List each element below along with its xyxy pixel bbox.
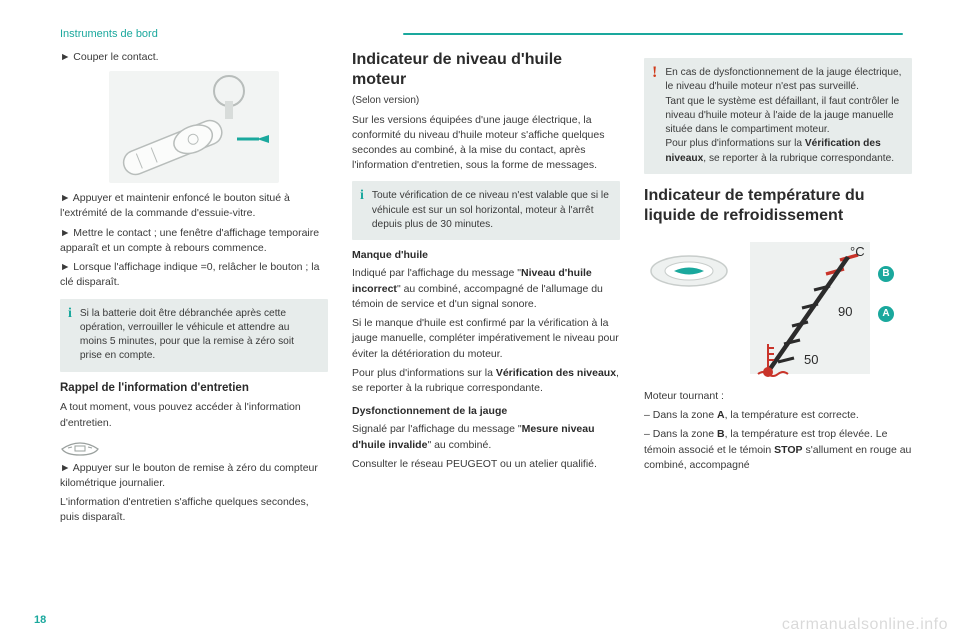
column-2: Indicateur de niveau d'huile moteur (Sel… bbox=[352, 50, 620, 530]
manual-page: Instruments de bord ► Couper le contact. bbox=[0, 0, 960, 640]
column-1: ► Couper le contact. ► Appu bbox=[60, 50, 328, 530]
info-icon: i bbox=[68, 307, 72, 364]
text-fragment: – Dans la zone bbox=[644, 409, 717, 421]
info-note-text: Toute vérification de ce niveau n'est va… bbox=[372, 189, 610, 232]
bold-term: Vérification des niveaux bbox=[496, 367, 616, 379]
text-fragment: Pour plus d'informations sur la bbox=[665, 138, 805, 149]
gauge-marker-b: B bbox=[878, 266, 894, 282]
text-fragment: " au combiné. bbox=[427, 439, 491, 451]
subtitle: (Selon version) bbox=[352, 94, 620, 109]
body-text: Pour plus d'informations sur la Vérifica… bbox=[352, 366, 620, 396]
instruction-line: ► Lorsque l'affichage indique =0, relâch… bbox=[60, 260, 328, 290]
subheading: Dysfonctionnement de la jauge bbox=[352, 404, 620, 419]
subheading: Rappel de l'information d'entretien bbox=[60, 380, 328, 397]
text-fragment: – Dans la zone bbox=[644, 428, 717, 440]
coolant-gauge-figure: °C 90 50 B A bbox=[644, 236, 894, 381]
instruction-line: ► Couper le contact. bbox=[60, 50, 328, 65]
text-fragment: En cas de dysfonctionnement de la jauge … bbox=[665, 67, 901, 92]
warning-note-text: En cas de dysfonctionnement de la jauge … bbox=[665, 66, 902, 166]
bold-term: STOP bbox=[774, 444, 802, 456]
section-label: Instruments de bord bbox=[60, 28, 158, 40]
text-fragment: Signalé par l'affichage du message " bbox=[352, 423, 522, 435]
gauge-marker-a: A bbox=[878, 306, 894, 322]
instruction-line: ► Appuyer et maintenir enfoncé le bouton… bbox=[60, 191, 328, 221]
watermark: carmanualsonline.info bbox=[782, 616, 948, 634]
body-text: Indiqué par l'affichage du message "Nive… bbox=[352, 266, 620, 312]
warning-note: ! En cas de dysfonctionnement de la jaug… bbox=[644, 58, 912, 174]
bold-term: A bbox=[717, 409, 725, 421]
heading: Indicateur de température du liquide de … bbox=[644, 186, 912, 226]
info-note: i Toute vérification de ce niveau n'est … bbox=[352, 181, 620, 240]
instruction-line: ► Mettre le contact ; une fenêtre d'affi… bbox=[60, 226, 328, 256]
svg-text:90: 90 bbox=[838, 304, 852, 319]
column-3: ! En cas de dysfonctionnement de la jaug… bbox=[644, 50, 912, 530]
body-text: – Dans la zone A, la température est cor… bbox=[644, 408, 912, 423]
text-fragment: Pour plus d'informations sur la bbox=[352, 367, 496, 379]
subheading: Manque d'huile bbox=[352, 248, 620, 263]
body-text: Sur les versions équipées d'une jauge él… bbox=[352, 113, 620, 174]
header-divider bbox=[403, 33, 903, 36]
body-text: – Dans la zone B, la température est tro… bbox=[644, 427, 912, 473]
body-text: Signalé par l'affichage du message "Mesu… bbox=[352, 422, 620, 452]
info-note: i Si la batterie doit être débranchée ap… bbox=[60, 299, 328, 372]
body-text: Consulter le réseau PEUGEOT ou un atelie… bbox=[352, 457, 620, 472]
text-fragment: Tant que le système est défaillant, il f… bbox=[665, 96, 899, 136]
svg-text:°C: °C bbox=[850, 244, 865, 259]
text-fragment: , la température est correcte. bbox=[725, 409, 859, 421]
content-columns: ► Couper le contact. ► Appu bbox=[60, 50, 912, 530]
info-note-text: Si la batterie doit être débranchée aprè… bbox=[80, 307, 318, 364]
text-fragment: , se reporter à la rubrique correspondan… bbox=[703, 153, 894, 164]
svg-text:50: 50 bbox=[804, 352, 818, 367]
page-number: 18 bbox=[34, 614, 46, 626]
text-fragment: Indiqué par l'affichage du message " bbox=[352, 267, 521, 279]
heading: Indicateur de niveau d'huile moteur bbox=[352, 50, 620, 90]
dashboard-icon bbox=[60, 435, 100, 457]
instruction-line: ► Appuyer sur le bouton de remise à zéro… bbox=[60, 461, 328, 491]
wiper-stalk-figure bbox=[109, 71, 279, 183]
body-text: Moteur tournant : bbox=[644, 389, 912, 404]
bold-term: B bbox=[717, 428, 725, 440]
body-text: A tout moment, vous pouvez accéder à l'i… bbox=[60, 400, 328, 430]
warning-icon: ! bbox=[652, 66, 657, 166]
info-icon: i bbox=[360, 189, 364, 232]
page-header: Instruments de bord bbox=[60, 28, 912, 40]
body-text: L'information d'entretien s'affiche quel… bbox=[60, 495, 328, 525]
body-text: Si le manque d'huile est confirmé par la… bbox=[352, 316, 620, 362]
